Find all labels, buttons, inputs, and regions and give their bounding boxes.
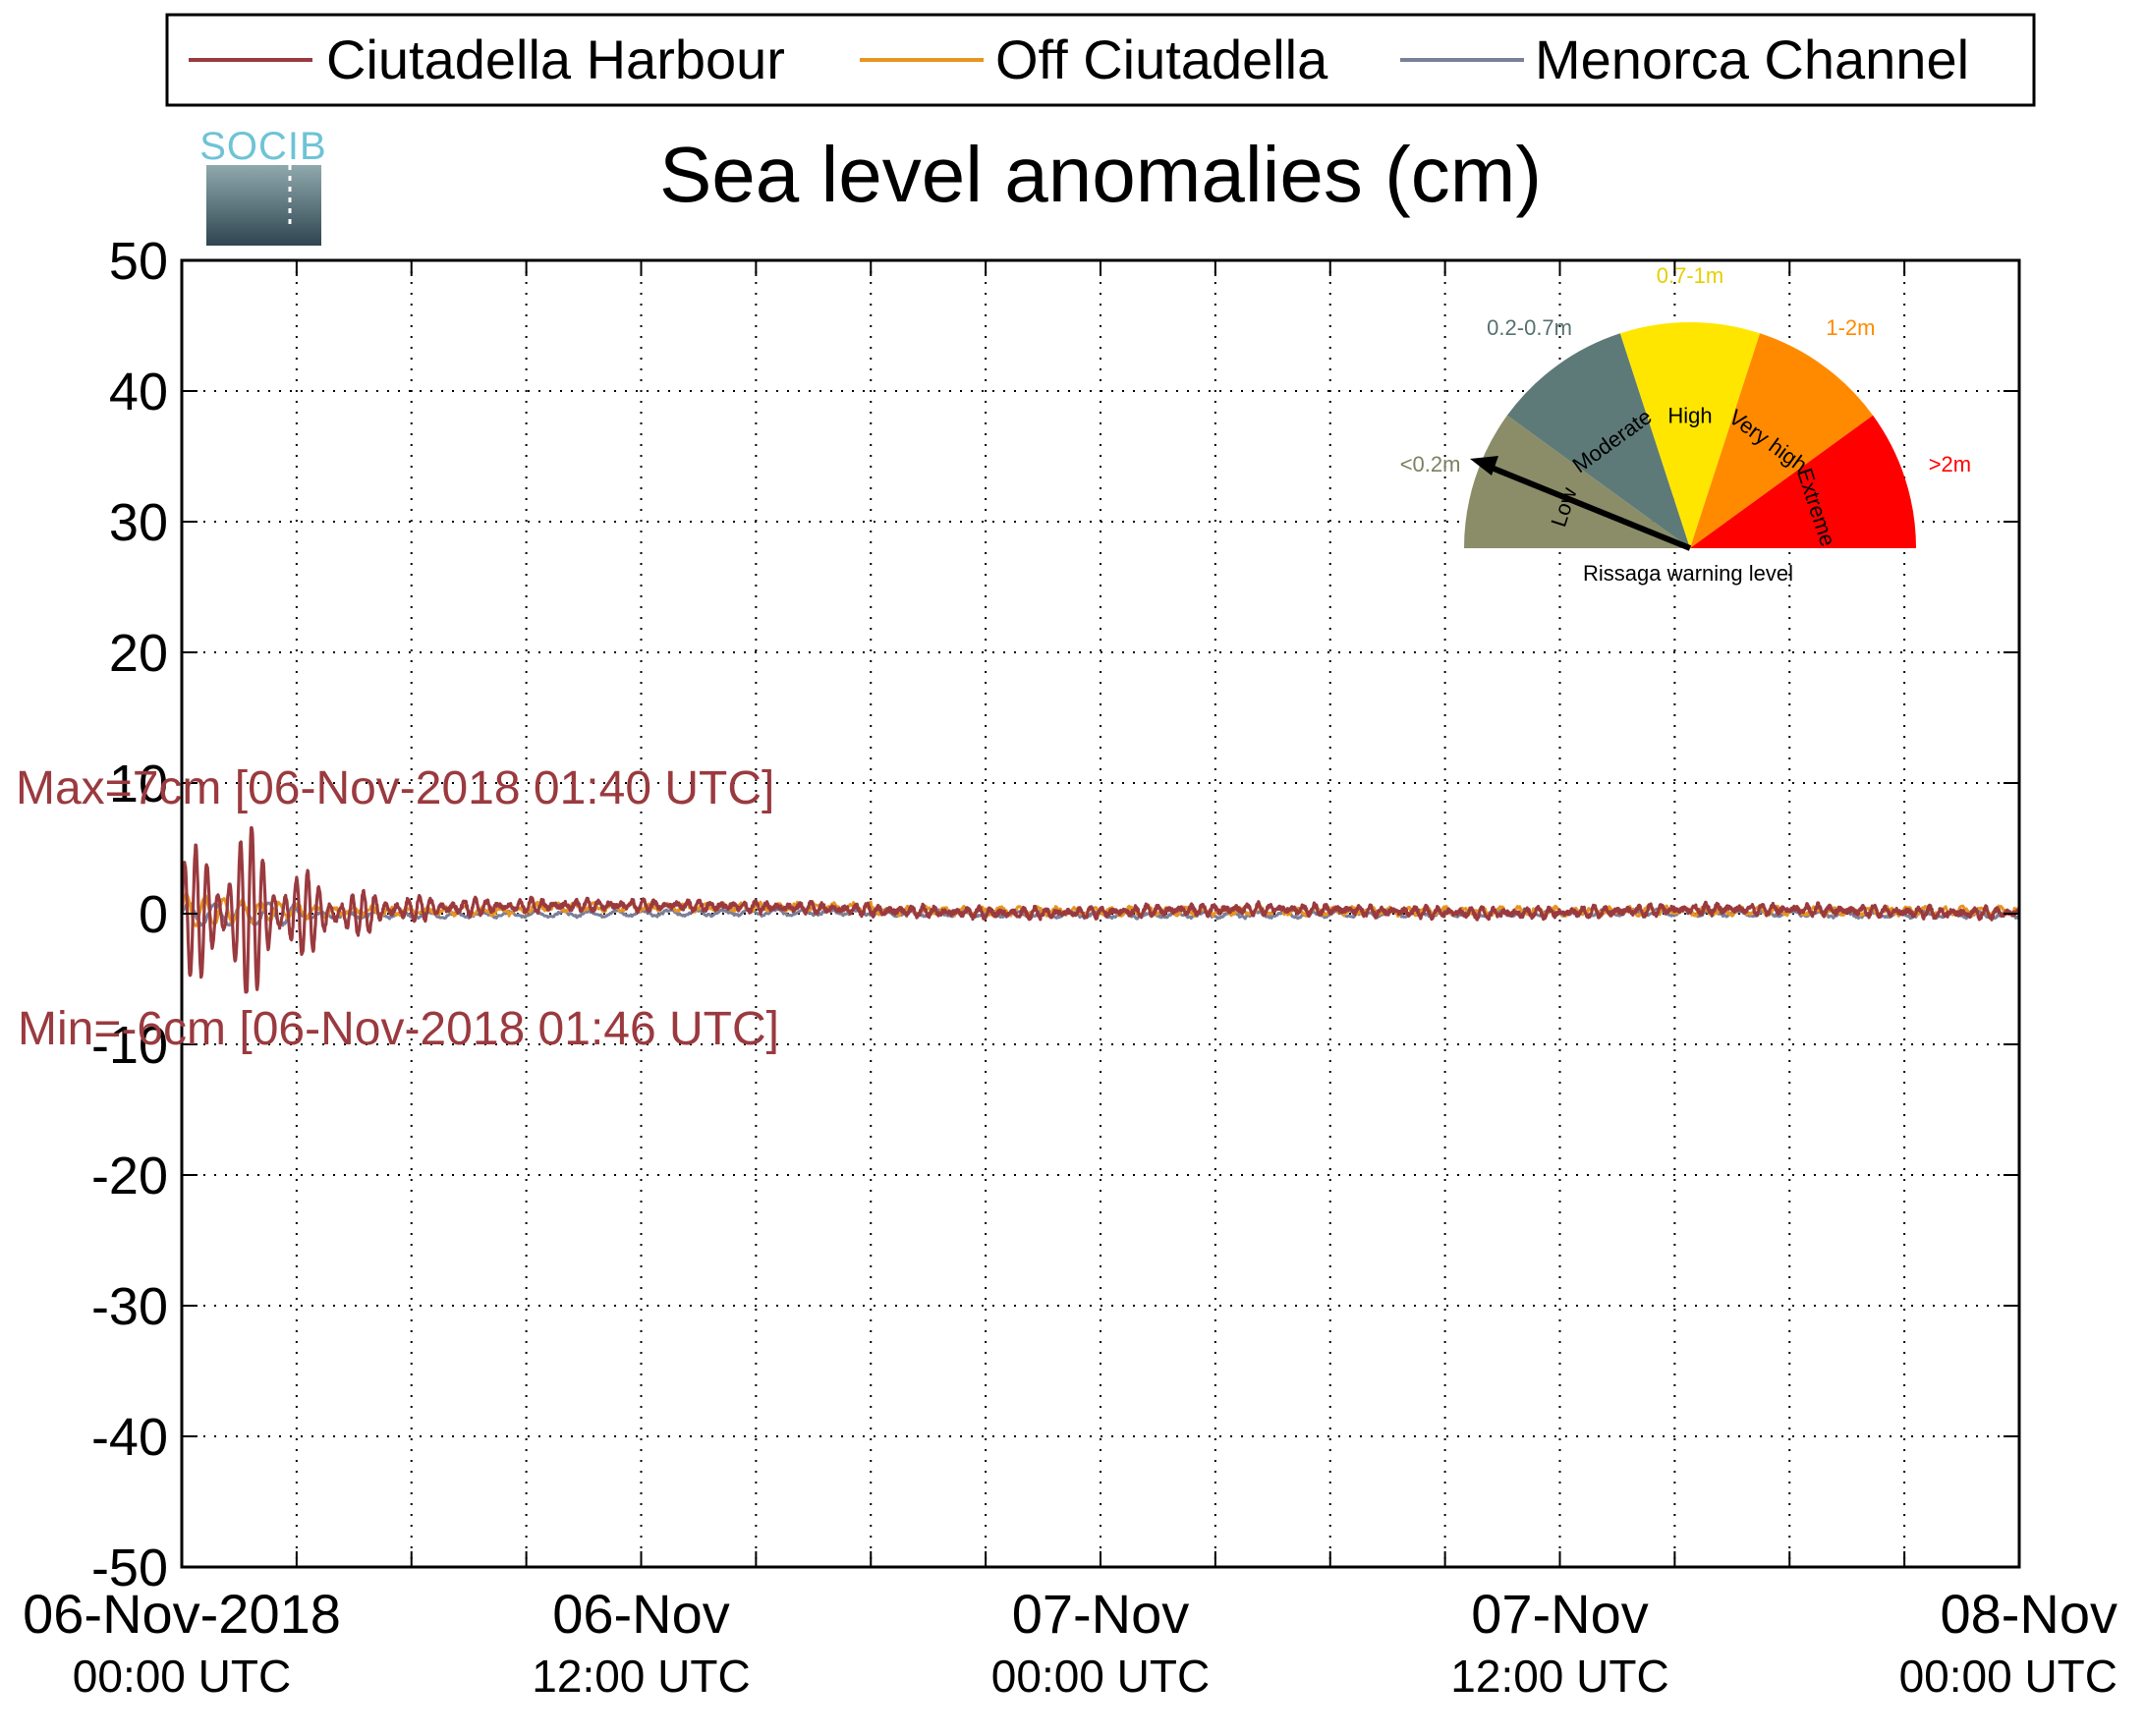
logo-text: SOCIB bbox=[199, 125, 326, 168]
gauge-range-label: <0.2m bbox=[1400, 452, 1461, 476]
series-line-ciutadella-harbour bbox=[180, 825, 2021, 994]
y-tick-label: 50 bbox=[109, 232, 168, 291]
chart-title: Sea level anomalies (cm) bbox=[659, 131, 1542, 218]
y-tick-label: 40 bbox=[109, 363, 168, 421]
gauge-range-label: 1-2m bbox=[1826, 315, 1875, 340]
gauge-sector-moderate bbox=[1506, 333, 1690, 548]
gauge-sector-low bbox=[1464, 415, 1690, 548]
logo-block bbox=[206, 165, 321, 246]
x-tick-label-date: 06-Nov bbox=[552, 1583, 730, 1645]
y-tick-label: 30 bbox=[109, 493, 168, 552]
y-tick-label: -10 bbox=[91, 1016, 168, 1075]
legend-label-off-ciutadella: Off Ciutadella bbox=[995, 28, 1328, 90]
y-tick-label: -20 bbox=[91, 1147, 168, 1205]
axis-ticks bbox=[182, 259, 2019, 1568]
min-annotation: Min=-6cm [06-Nov-2018 01:46 UTC] bbox=[18, 1003, 779, 1055]
y-tick-label: -30 bbox=[91, 1277, 168, 1336]
gauge-range-labels: <0.2m 0.2-0.7m 0.7-1m 1-2m >2m bbox=[1400, 263, 1971, 476]
gauge-range-label: 0.7-1m bbox=[1657, 263, 1723, 288]
socib-logo: SOCIB bbox=[199, 125, 326, 246]
gauge-sector-high bbox=[1619, 322, 1761, 548]
gauge-sector-extreme bbox=[1690, 415, 1916, 548]
legend-box bbox=[165, 13, 2036, 107]
y-tick-label: 10 bbox=[109, 755, 168, 813]
x-tick-label-time: 00:00 UTC bbox=[991, 1651, 1210, 1702]
gauge-level-name: High bbox=[1667, 403, 1712, 427]
legend-label-ciutadella-harbour: Ciutadella Harbour bbox=[326, 28, 785, 90]
gauge-caption: Rissaga warning level bbox=[1583, 561, 1793, 586]
y-axis-tick-labels: 50 40 30 20 10 0 -10 -20 -30 -40 -50 bbox=[91, 232, 168, 1597]
gauge-needle-arrowhead bbox=[1470, 456, 1498, 476]
y-tick-label: -50 bbox=[91, 1539, 168, 1597]
x-tick-label-time: 00:00 UTC bbox=[73, 1651, 291, 1702]
y-tick-label: 20 bbox=[109, 624, 168, 683]
x-tick-label-time: 00:00 UTC bbox=[1899, 1651, 2117, 1702]
legend: Ciutadella Harbour Off Ciutadella Menorc… bbox=[165, 13, 2036, 107]
x-tick-label-time: 12:00 UTC bbox=[532, 1651, 750, 1702]
legend-label-menorca-channel: Menorca Channel bbox=[1535, 28, 1969, 90]
gauge-needle bbox=[1485, 463, 1692, 551]
x-tick-label-time: 12:00 UTC bbox=[1450, 1651, 1668, 1702]
gauge-range-label: 0.2-0.7m bbox=[1487, 315, 1572, 340]
gauge-sectors bbox=[1464, 322, 1916, 548]
gauge-sector-very-high bbox=[1690, 333, 1874, 548]
max-annotation: Max=7cm [06-Nov-2018 01:40 UTC] bbox=[16, 762, 774, 814]
x-tick-label-date: 07-Nov bbox=[1471, 1583, 1649, 1645]
series-lines bbox=[180, 825, 2021, 994]
y-tick-label: 0 bbox=[139, 885, 168, 944]
x-tick-label-date: 08-Nov bbox=[1940, 1583, 2117, 1645]
x-tick-label-date: 06-Nov-2018 bbox=[23, 1583, 341, 1645]
x-axis-tick-labels: 06-Nov-2018 00:00 UTC 06-Nov 12:00 UTC 07-No… bbox=[23, 1583, 2117, 1702]
x-tick-label-date: 07-Nov bbox=[1012, 1583, 1190, 1645]
y-tick-label: -40 bbox=[91, 1408, 168, 1467]
gauge-range-label: >2m bbox=[1929, 452, 1971, 476]
